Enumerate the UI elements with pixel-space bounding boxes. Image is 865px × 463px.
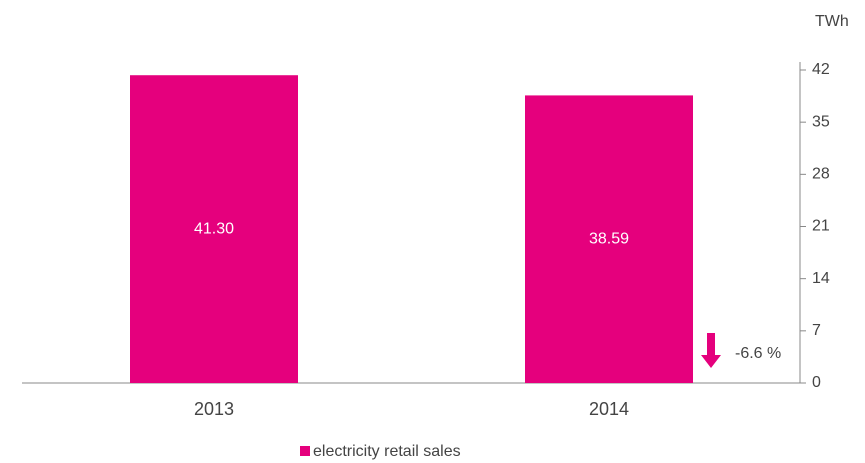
bar — [130, 75, 298, 383]
y-tick-label: 0 — [812, 374, 821, 391]
axis-unit: TWh — [815, 13, 849, 30]
y-tick-label: 42 — [812, 61, 830, 78]
y-tick-label: 14 — [812, 270, 830, 287]
legend-swatch — [300, 446, 310, 456]
x-tick-label: 2014 — [589, 399, 629, 419]
y-tick-label: 28 — [812, 166, 830, 183]
y-tick-label: 35 — [812, 113, 830, 130]
legend-label: electricity retail sales — [313, 443, 461, 460]
data-label: 38.59 — [589, 230, 629, 247]
y-tick-label: 21 — [812, 218, 830, 235]
x-tick-label: 2013 — [194, 399, 234, 419]
data-label: 41.30 — [194, 220, 234, 237]
down-arrow — [701, 333, 721, 368]
bar — [525, 95, 693, 383]
annotation: -6.6 % — [735, 345, 781, 362]
y-tick-label: 7 — [812, 322, 821, 339]
